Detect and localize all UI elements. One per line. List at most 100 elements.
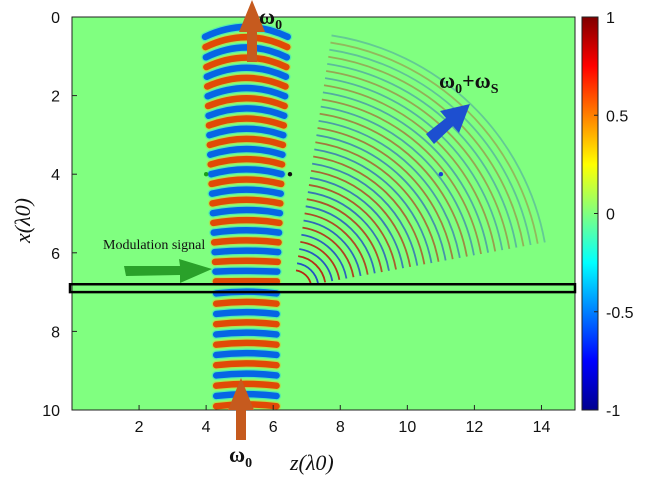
fringe-halo — [206, 154, 287, 169]
sideband-fringe — [312, 162, 419, 266]
sideband-fringe — [305, 205, 376, 274]
fringe-positive — [208, 176, 285, 188]
omega-sum-label: ω0+ωS — [439, 68, 499, 97]
sideband-fringe — [314, 148, 433, 264]
sideband-fringe — [331, 34, 546, 243]
fringe-positive — [212, 319, 280, 328]
x-tick-label: 12 — [466, 419, 484, 436]
colorbar-tick-label: 0.5 — [606, 108, 628, 125]
fringe-negative — [212, 308, 280, 318]
omega-bottom-label: ω0 — [229, 442, 252, 471]
input-arrow — [228, 378, 254, 440]
fringe-positive — [210, 237, 282, 246]
plot-background — [72, 17, 575, 410]
fringe-halo — [210, 246, 283, 257]
fringe-positive — [207, 155, 286, 168]
sideband-fringe — [306, 198, 383, 273]
sideband-fringe — [300, 241, 341, 280]
y-tick-label: 0 — [51, 10, 60, 27]
fringe-negative — [211, 247, 282, 256]
colorbar-tick-label: 0 — [606, 207, 615, 224]
fringe-positive — [212, 339, 280, 348]
fringe-halo — [207, 195, 285, 208]
fringe-positive — [212, 360, 280, 369]
sideband-fringe — [313, 155, 426, 265]
fringe-halo — [201, 42, 292, 62]
colorbar-ticks: 1 0.5 0 -0.5 -1 — [594, 10, 634, 420]
fringe-positive — [211, 257, 281, 266]
fringe-halo — [201, 53, 291, 72]
sideband-fringe — [303, 219, 362, 277]
colorbar: 1 0.5 0 -0.5 -1 — [581, 10, 634, 420]
sideband-fringe — [315, 141, 440, 262]
fringe-halo — [205, 144, 287, 160]
fringe-halo — [211, 307, 282, 319]
fringe-positive — [212, 380, 280, 389]
x-tick-label: 8 — [336, 419, 345, 436]
plot-frame — [71, 16, 576, 411]
probe-point — [287, 172, 293, 177]
fringe-halo — [209, 235, 284, 247]
fringe-halo — [211, 358, 282, 370]
sideband-fringe — [319, 112, 468, 257]
fringe-halo — [208, 215, 284, 228]
sideband-fringe — [321, 98, 482, 255]
y-axis-label: x(λ0) — [10, 198, 35, 244]
fringe-positive — [205, 115, 288, 129]
fringe-halo — [211, 369, 282, 380]
fringe-halo — [211, 297, 282, 309]
field-pattern — [200, 22, 546, 410]
fringe-halo — [203, 83, 290, 101]
sideband-fringe — [322, 91, 490, 253]
fringe-halo — [204, 114, 289, 130]
fringe-positive — [209, 196, 284, 207]
y-tick-label: 8 — [51, 324, 60, 341]
sideband-fringe — [310, 169, 412, 268]
fringe-halo — [204, 124, 288, 140]
fringe-halo — [211, 317, 282, 329]
fringe-halo — [211, 379, 282, 391]
fringe-halo — [210, 256, 283, 267]
sideband-fringe — [299, 248, 334, 282]
fringe-halo — [211, 348, 282, 360]
y-tick-label: 2 — [51, 89, 60, 106]
sideband-arrow-shape — [426, 104, 470, 144]
probe-points — [203, 172, 444, 177]
fringe-negative — [205, 105, 288, 119]
x-tick-label: 10 — [398, 419, 416, 436]
probe-point — [438, 172, 444, 177]
fringe-negative — [208, 186, 285, 197]
fringe-positive — [202, 33, 291, 51]
x-axis-label: z(λ0) — [289, 450, 334, 475]
fringe-halo — [205, 134, 288, 150]
output-fundamental-arrow-shape — [239, 0, 265, 62]
fringe-halo — [209, 225, 284, 238]
fringe-positive — [206, 135, 287, 149]
fringe-negative — [212, 329, 280, 338]
colorbar-tick-label: -0.5 — [606, 305, 634, 322]
fringe-halo — [206, 164, 287, 179]
colorbar-tick-label: 1 — [606, 10, 615, 27]
fringe-negative — [203, 64, 290, 81]
sideband-fringe — [304, 212, 369, 275]
fringe-halo — [203, 93, 290, 111]
fringe-negative — [212, 370, 280, 379]
fringe-positive — [204, 95, 288, 110]
omega-top-label: ω0 — [259, 4, 282, 33]
fringe-negative — [210, 227, 283, 236]
fringe-halo — [202, 73, 291, 92]
sideband-fringe — [302, 226, 355, 278]
sideband-fringe — [307, 191, 390, 271]
sideband-fringe — [320, 105, 475, 256]
x-tick-label: 2 — [135, 419, 144, 436]
fringe-halo — [207, 185, 286, 199]
fringe-negative — [207, 145, 286, 158]
fringe-negative — [209, 206, 284, 217]
x-tick-label: 6 — [269, 419, 278, 436]
fringe-negative — [204, 84, 289, 100]
x-axis-ticks: 2 4 6 8 10 12 14 — [135, 405, 551, 436]
plot-area — [71, 16, 576, 411]
fringe-halo — [208, 205, 285, 218]
x-tick-label: 14 — [533, 419, 551, 436]
